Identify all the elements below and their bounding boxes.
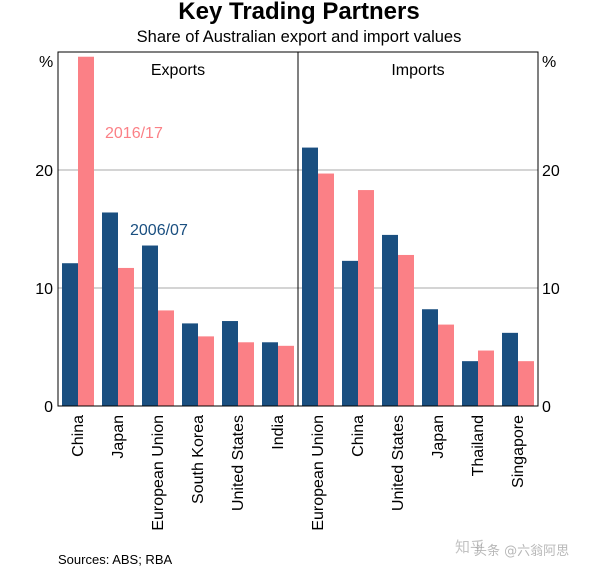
panel-title: Exports	[151, 62, 205, 79]
series-label-2006-07: 2006/07	[130, 222, 188, 239]
bar-exports-2016-17	[238, 342, 254, 406]
bar-exports-2006-07	[262, 342, 278, 406]
category-label: Thailand	[470, 415, 487, 476]
y-tick-label-left: 10	[35, 281, 53, 298]
bar-exports-2016-17	[78, 56, 94, 406]
bar-exports-2016-17	[158, 310, 174, 406]
category-label: Singapore	[510, 415, 527, 488]
y-tick-label-right: 20	[542, 163, 560, 180]
panel-title: Imports	[391, 62, 444, 79]
bar-imports-2016-17	[518, 361, 534, 406]
bar-imports-2016-17	[478, 350, 494, 406]
bar-exports-2006-07	[62, 263, 78, 406]
bar-exports-2016-17	[198, 336, 214, 406]
source-note: Sources: ABS; RBA	[58, 552, 173, 567]
category-label: European Union	[310, 415, 327, 531]
series-label-2016-17: 2016/17	[105, 125, 163, 142]
bar-exports-2016-17	[118, 267, 134, 406]
watermark-handle: 头条 @六翁阿思	[474, 544, 570, 559]
category-label: Japan	[110, 415, 127, 459]
watermark-text: 知乎	[455, 538, 486, 556]
chart-subtitle: Share of Australian export and import va…	[136, 28, 462, 46]
bar-imports-2006-07	[502, 332, 518, 406]
bar-exports-2006-07	[102, 212, 118, 406]
bar-imports-2006-07	[382, 234, 398, 406]
y-unit-left: %	[39, 54, 53, 71]
bar-imports-2016-17	[318, 173, 334, 406]
bar-exports-2006-07	[182, 323, 198, 406]
y-tick-label-right: 0	[542, 399, 551, 416]
category-label: South Korea	[190, 415, 207, 504]
chart-title: Key Trading Partners	[178, 0, 420, 25]
y-unit-right: %	[542, 54, 556, 71]
category-label: United States	[390, 415, 407, 511]
y-tick-label-left: 0	[44, 399, 53, 416]
category-label: China	[350, 415, 367, 457]
y-tick-label-right: 10	[542, 281, 560, 298]
category-label: European Union	[150, 415, 167, 531]
bar-imports-2016-17	[398, 254, 414, 406]
bar-imports-2006-07	[422, 309, 438, 406]
bar-exports-2016-17	[278, 345, 294, 406]
category-label: India	[270, 415, 287, 450]
bar-imports-2006-07	[342, 260, 358, 406]
y-tick-label-left: 20	[35, 163, 53, 180]
category-label: United States	[230, 415, 247, 511]
bar-imports-2006-07	[462, 361, 478, 406]
bar-imports-2016-17	[438, 324, 454, 406]
category-label: China	[70, 415, 87, 457]
bar-exports-2006-07	[142, 245, 158, 406]
category-label: Japan	[430, 415, 447, 459]
bar-imports-2016-17	[358, 190, 374, 406]
bar-exports-2006-07	[222, 321, 238, 406]
bar-imports-2006-07	[302, 147, 318, 406]
